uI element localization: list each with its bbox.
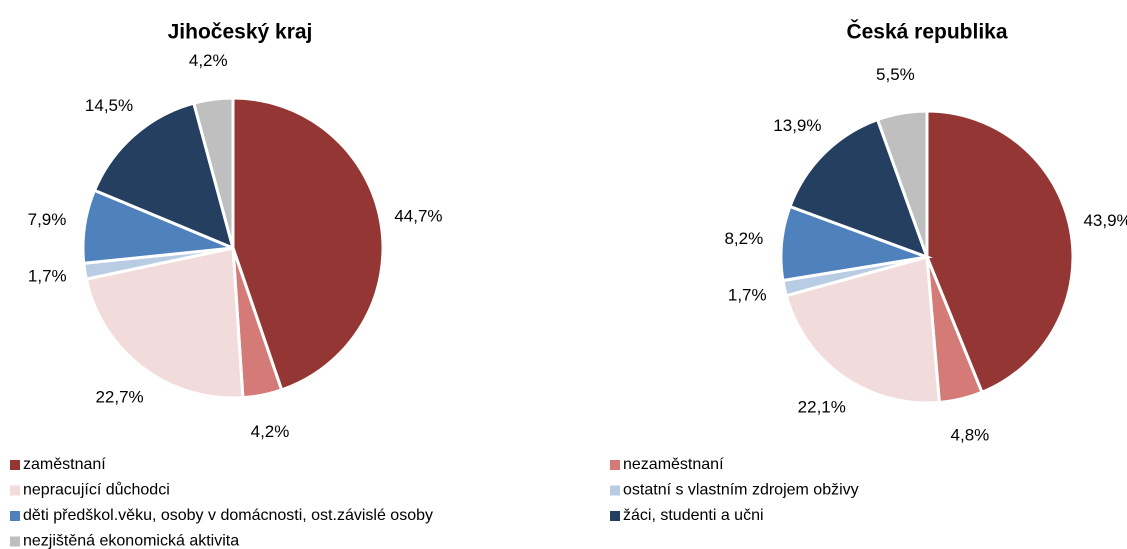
pie-slice: nezjištěná ekonomická aktivita xyxy=(191,96,235,249)
data-label: 5,5% xyxy=(876,65,915,84)
legend-swatch xyxy=(610,511,620,521)
data-label: 4,2% xyxy=(189,51,228,70)
data-label: 14,5% xyxy=(85,96,133,115)
pie-slice: nepracující důchodci xyxy=(84,246,245,400)
legend-label: nezjištěná ekonomická aktivita xyxy=(23,533,239,549)
chart-title: Jihočeský kraj xyxy=(168,21,313,44)
pie-slice: zaměstnaní xyxy=(231,96,385,392)
legend-swatch xyxy=(610,460,620,470)
pie-slice: zaměstnaní xyxy=(925,109,1075,395)
legend-label: žáci, studenti a učni xyxy=(623,507,764,524)
legend-label: nepracující důchodci xyxy=(23,481,170,499)
legend-swatch xyxy=(10,460,20,470)
legend-swatch xyxy=(10,536,20,547)
data-label: 22,1% xyxy=(798,397,846,416)
legend-label: nezaměstnaní xyxy=(623,456,724,473)
data-label: 4,2% xyxy=(251,422,290,441)
legend-swatch xyxy=(10,485,20,496)
data-label: 8,2% xyxy=(724,229,763,248)
data-label: 1,7% xyxy=(728,286,767,305)
data-label: 7,9% xyxy=(28,210,67,229)
legend-swatch xyxy=(10,511,20,521)
pie-slice: žáci, studenti a učni xyxy=(92,101,236,251)
data-label: 1,7% xyxy=(28,267,67,286)
data-label: 4,8% xyxy=(951,425,990,444)
legend-label: děti předškol.věku, osoby v domácnosti, … xyxy=(23,507,433,524)
legend-label: ostatní s vlastním zdrojem obživy xyxy=(623,482,859,499)
data-label: 22,7% xyxy=(95,387,143,406)
legend-swatch xyxy=(610,485,620,496)
data-label: 13,9% xyxy=(773,116,821,135)
data-label: 44,7% xyxy=(394,207,442,226)
chart-title: Česká republika xyxy=(846,20,1007,44)
legend-label: zaměstnaní xyxy=(23,456,106,473)
pie-slice: nepracující důchodci xyxy=(784,255,941,405)
pie-slice: nezjištěná ekonomická aktivita xyxy=(875,109,929,258)
pie-slice: žáci, studenti a učni xyxy=(788,117,930,260)
data-label: 43,9% xyxy=(1083,211,1127,230)
